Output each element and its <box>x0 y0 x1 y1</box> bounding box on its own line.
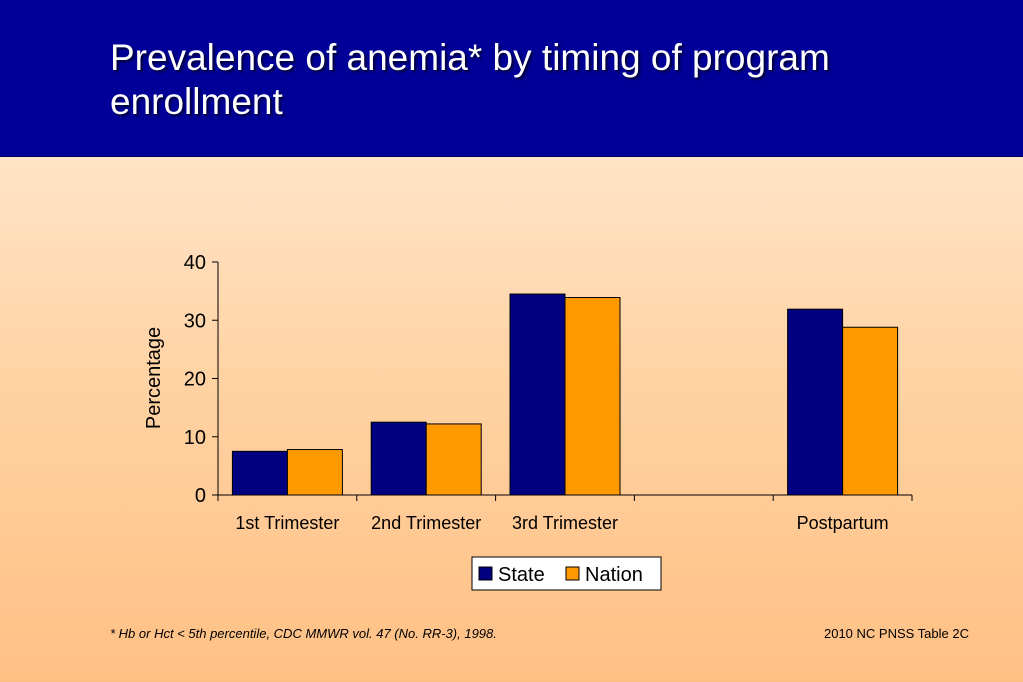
category-labels: 1st Trimester 2nd Trimester 3rd Trimester P… <box>235 513 888 533</box>
y-tick-label: 10 <box>184 427 206 449</box>
legend-swatch-nation <box>565 566 580 581</box>
y-tick-label: 40 <box>184 252 206 274</box>
title-bar: Prevalence of anemia* by timing of progr… <box>0 0 1023 157</box>
x-tick-label: 2nd Trimester <box>371 513 481 533</box>
y-tick-label: 20 <box>184 369 206 391</box>
y-axis-label: Percentage <box>143 327 165 429</box>
legend-label-state: State <box>498 564 545 586</box>
bar-nation <box>564 297 621 496</box>
y-axis: 0 10 20 30 40 <box>184 252 219 507</box>
bar-nation <box>842 326 899 496</box>
bar-state <box>787 308 844 496</box>
slide-title: Prevalence of anemia* by timing of progr… <box>110 37 830 122</box>
bars <box>231 293 899 496</box>
x-tick-label: 1st Trimester <box>235 513 339 533</box>
footnote: * Hb or Hct < 5th percentile, CDC MMWR v… <box>110 626 497 641</box>
legend-swatch-state <box>478 566 493 581</box>
x-tick-label: Postpartum <box>797 513 889 533</box>
legend: State Nation <box>471 556 662 591</box>
legend-label-nation: Nation <box>585 564 643 586</box>
bar-state <box>509 293 566 496</box>
source-note: 2010 NC PNSS Table 2C <box>823 626 969 641</box>
bar-nation <box>286 449 343 496</box>
y-tick-label: 30 <box>184 310 206 332</box>
x-tick-label: 3rd Trimester <box>512 513 618 533</box>
y-tick-label: 0 <box>195 485 206 507</box>
bar-state <box>231 450 288 496</box>
x-axis <box>217 494 913 501</box>
bar-nation <box>425 423 482 496</box>
bar-state <box>370 421 427 496</box>
